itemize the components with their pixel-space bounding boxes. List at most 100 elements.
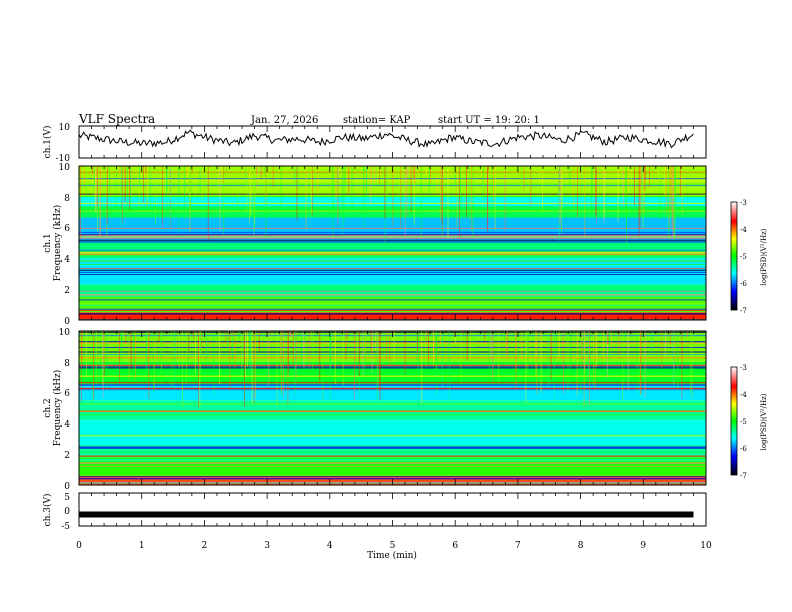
- spectral-line: [79, 303, 706, 305]
- sferic-streak: [566, 331, 568, 342]
- sferic-streak: [459, 166, 461, 203]
- sferic-streak: [591, 166, 593, 215]
- channel-1-freq-tick-0: 0: [64, 317, 70, 327]
- sferic-streak: [121, 166, 122, 229]
- sferic-streak: [289, 331, 291, 340]
- sferic-streak: [562, 331, 564, 395]
- time-tick-7: 7: [515, 541, 521, 551]
- sferic-streak: [292, 331, 294, 366]
- sferic-streak: [171, 331, 173, 387]
- sferic-streak: [128, 331, 130, 381]
- sferic-streak: [559, 166, 561, 227]
- sferic-streak: [455, 331, 457, 344]
- channel-2-freq-tick-10: 10: [59, 328, 71, 338]
- sferic-streak: [630, 166, 632, 186]
- sferic-streak: [441, 166, 443, 226]
- sferic-streak: [580, 166, 582, 180]
- sferic-streak: [649, 166, 650, 189]
- sferic-streak: [334, 331, 336, 384]
- spectral-line: [79, 299, 706, 301]
- sferic-streak: [421, 331, 423, 404]
- channel-1-freq-tick-10: 10: [59, 163, 71, 173]
- sferic-streak: [539, 331, 541, 342]
- sferic-streak: [247, 166, 249, 178]
- sferic-streak: [640, 166, 642, 215]
- sferic-streak: [553, 331, 555, 403]
- cb1-tick-6: -6: [740, 280, 747, 288]
- spectral-line: [79, 354, 706, 355]
- sferic-streak: [472, 166, 474, 239]
- channel-2-freq-tick-0: 0: [64, 482, 70, 492]
- spectral-line: [79, 217, 706, 219]
- sferic-streak: [595, 166, 597, 216]
- spectral-line: [79, 447, 706, 449]
- sferic-streak: [160, 331, 162, 385]
- spectral-line: [79, 389, 706, 391]
- channel-3-ylabel: ch.3(V): [42, 494, 53, 527]
- cb1-tick-4: -4: [740, 226, 747, 234]
- spectral-line: [79, 172, 706, 174]
- sferic-streak: [677, 331, 679, 390]
- channel-3-waveform-panel: 5 0 -5 ch.3(V): [42, 492, 707, 532]
- channel-1-spectrogram-yticks: 0 2 4 6 8 10: [59, 163, 71, 327]
- sferic-streak: [404, 331, 406, 375]
- sferic-streak: [540, 331, 542, 393]
- cb2-tick-6: -6: [740, 445, 747, 453]
- sferic-streak: [413, 166, 415, 226]
- sferic-streak: [426, 166, 427, 174]
- sferic-streak: [583, 331, 584, 360]
- sferic-streak: [294, 331, 296, 395]
- sferic-streak: [276, 331, 278, 406]
- sferic-streak: [100, 166, 101, 237]
- spectral-line: [79, 250, 706, 252]
- sferic-streak: [319, 331, 321, 383]
- sferic-streak: [115, 166, 117, 211]
- sferic-streak: [439, 166, 441, 221]
- sferic-streak: [529, 331, 531, 336]
- sferic-streak: [690, 331, 692, 394]
- sferic-streak: [80, 166, 81, 238]
- sferic-streak: [580, 331, 582, 394]
- sferic-streak: [331, 166, 333, 193]
- sferic-streak: [153, 331, 154, 392]
- sferic-streak: [641, 166, 643, 189]
- sferic-streak: [254, 166, 256, 227]
- sferic-streak: [108, 166, 110, 193]
- sferic-streak: [668, 166, 670, 228]
- sferic-streak: [561, 166, 563, 209]
- sferic-streak: [280, 166, 282, 206]
- sferic-streak: [204, 166, 206, 193]
- sferic-streak: [106, 166, 108, 235]
- sferic-streak: [441, 331, 443, 387]
- time-tick-3: 3: [264, 541, 270, 551]
- spectral-line: [79, 466, 706, 468]
- sferic-streak: [161, 166, 163, 227]
- sferic-streak: [225, 331, 227, 342]
- time-tick-9: 9: [640, 541, 646, 551]
- sferic-streak: [246, 166, 248, 211]
- sferic-streak: [335, 166, 337, 200]
- channel-1-freq-tick-6: 6: [64, 224, 70, 234]
- sferic-streak: [521, 166, 523, 189]
- spectral-line: [79, 384, 706, 386]
- sferic-streak: [488, 331, 490, 382]
- channel-1-spectrogram-xticks: [78, 166, 707, 320]
- spectral-line: [79, 294, 706, 296]
- sferic-streak: [147, 166, 148, 202]
- sferic-streak: [674, 166, 676, 239]
- channel-1-colorbar: -3 -4 -5 -6 -7 log(PSD)(V²/Hz): [730, 199, 768, 315]
- sferic-streak: [272, 166, 274, 188]
- channel-1-ytick-top: 10: [59, 123, 71, 133]
- cb1-tick-3: -3: [740, 199, 747, 207]
- sferic-streak: [201, 166, 203, 201]
- sferic-streak: [363, 166, 365, 172]
- spectral-band: [79, 400, 706, 421]
- sferic-streak: [173, 331, 175, 394]
- channel-3-waveform-xticks: [78, 493, 707, 526]
- sferic-streak: [464, 166, 466, 207]
- spectral-line: [79, 476, 706, 477]
- spectral-line: [79, 313, 706, 314]
- spectral-line: [79, 448, 706, 449]
- sferic-streak: [386, 331, 388, 362]
